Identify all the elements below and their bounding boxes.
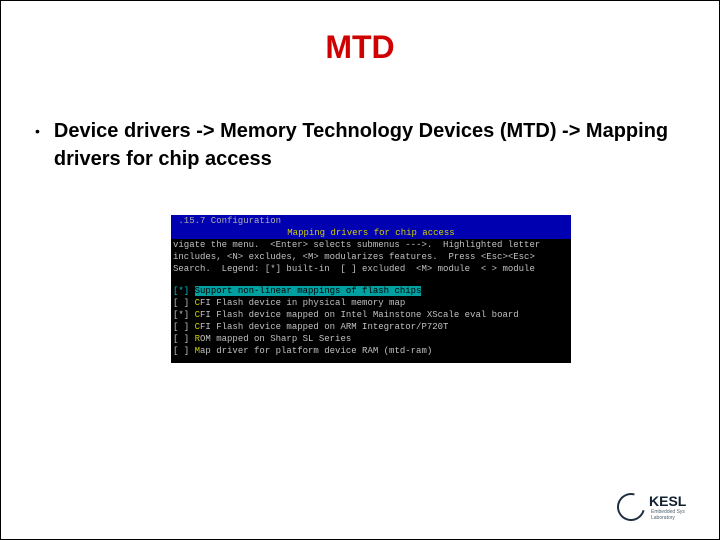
- terminal-titlebar: .15.7 Configuration: [171, 215, 571, 227]
- option-mark: [ ]: [173, 298, 195, 308]
- terminal-help-line: includes, <N> excludes, <M> modularizes …: [171, 251, 571, 263]
- option-mark: [*]: [173, 310, 195, 320]
- terminal-option-row[interactable]: [ ] ROM mapped on Sharp SL Series: [171, 333, 571, 345]
- slide: MTD • Device drivers -> Memory Technolog…: [0, 0, 720, 540]
- terminal-options-list: [*] Support non-linear mappings of flash…: [171, 285, 571, 357]
- logo-subtext: Embedded Sys Laboratory: [651, 509, 697, 521]
- terminal-heading: Mapping drivers for chip access: [171, 227, 571, 239]
- terminal-screenshot: .15.7 Configuration Mapping drivers for …: [171, 215, 571, 363]
- bullet-marker: •: [35, 117, 40, 145]
- option-label: upport non-linear mappings of flash chip…: [200, 286, 421, 296]
- option-mark: [ ]: [173, 346, 195, 356]
- option-label: ap driver for platform device RAM (mtd-r…: [200, 346, 432, 356]
- option-label: FI Flash device mapped on Intel Mainston…: [200, 310, 519, 320]
- terminal-help-line: vigate the menu. <Enter> selects submenu…: [171, 239, 571, 251]
- terminal-option-row[interactable]: [*] Support non-linear mappings of flash…: [171, 285, 571, 297]
- option-mark: [ ]: [173, 322, 195, 332]
- footer-logo: KESL Embedded Sys Laboratory: [617, 493, 697, 521]
- logo-text: KESL: [649, 493, 697, 509]
- logo-ring-icon: [612, 488, 650, 526]
- option-label: FI Flash device in physical memory map: [200, 298, 405, 308]
- terminal-option-row[interactable]: [ ] CFI Flash device in physical memory …: [171, 297, 571, 309]
- option-mark: [ ]: [173, 334, 195, 344]
- slide-title: MTD: [1, 29, 719, 66]
- bullet-row: • Device drivers -> Memory Technology De…: [35, 117, 684, 173]
- terminal-help-line: Search. Legend: [*] built-in [ ] exclude…: [171, 263, 571, 275]
- option-label: FI Flash device mapped on ARM Integrator…: [200, 322, 448, 332]
- option-label: OM mapped on Sharp SL Series: [200, 334, 351, 344]
- option-mark: [*]: [173, 286, 195, 296]
- bullet-text: Device drivers -> Memory Technology Devi…: [54, 117, 684, 173]
- terminal-option-row[interactable]: [*] CFI Flash device mapped on Intel Mai…: [171, 309, 571, 321]
- terminal-option-row[interactable]: [ ] Map driver for platform device RAM (…: [171, 345, 571, 357]
- terminal-separator: [171, 275, 571, 285]
- terminal-option-row[interactable]: [ ] CFI Flash device mapped on ARM Integ…: [171, 321, 571, 333]
